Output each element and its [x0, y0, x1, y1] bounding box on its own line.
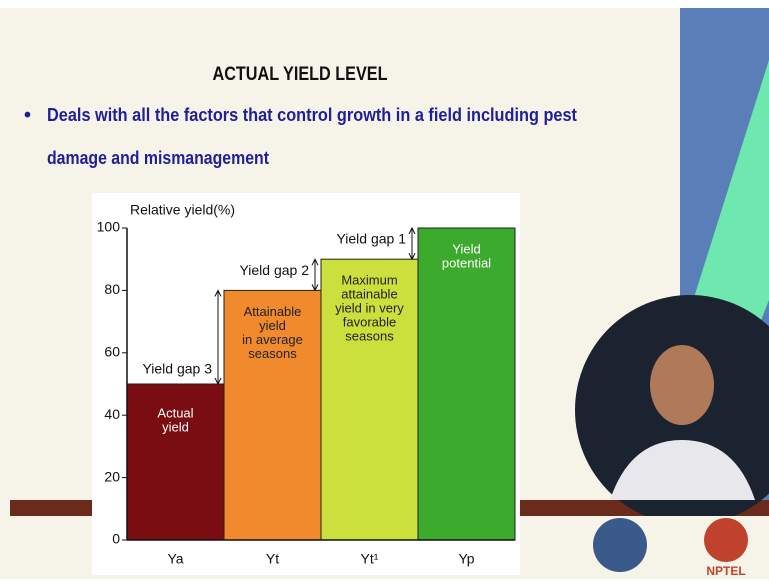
- x-tick-label: Yt¹: [361, 551, 379, 567]
- iit-logo: [593, 518, 647, 572]
- arrow-head: [311, 284, 319, 292]
- y-tick-label: 60: [104, 344, 120, 360]
- bar: [223, 289, 322, 541]
- bar-label: potential: [442, 255, 491, 270]
- bar: [126, 383, 225, 541]
- top-border: [0, 0, 769, 8]
- y-tick-label: 100: [97, 219, 121, 235]
- slide-title: ACTUAL YIELD LEVEL: [213, 64, 388, 85]
- gap-label: Yield gap 3: [142, 361, 212, 377]
- bullet: •: [24, 104, 31, 126]
- x-tick-label: Yt: [266, 551, 279, 567]
- bullet-text: Deals with all the factors that control …: [47, 105, 577, 125]
- bar-label: yield: [162, 419, 189, 434]
- arrow-head: [408, 252, 416, 261]
- bar-label: attainable: [341, 287, 397, 302]
- arrow-head: [214, 289, 222, 297]
- bar: [417, 227, 516, 541]
- bar-label: seasons: [345, 329, 394, 344]
- bar: [320, 258, 419, 541]
- arrow-head: [214, 377, 222, 386]
- y-tick-label: 40: [104, 406, 120, 422]
- bar-label: yield: [259, 318, 286, 333]
- gap-label: Yield gap 2: [239, 262, 309, 278]
- speaker-shirt: [610, 440, 755, 500]
- arrow-head: [408, 226, 416, 235]
- y-tick-label: 20: [104, 468, 120, 484]
- bullet-text: damage and mismanagement: [47, 148, 269, 168]
- bar-label: Actual: [157, 405, 193, 420]
- speaker-face: [650, 345, 714, 425]
- bar-label: Attainable: [244, 304, 302, 319]
- bar-label: favorable: [343, 315, 396, 330]
- gap-label: Yield gap 1: [336, 231, 406, 247]
- y-tick-label: 0: [112, 531, 120, 547]
- bar-label: seasons: [248, 346, 297, 361]
- bar-label: yield in very: [335, 301, 404, 316]
- logo-text: NPTEL: [706, 564, 745, 578]
- arrow-head: [311, 258, 319, 266]
- nptel-logo: [704, 518, 748, 562]
- y-axis-label: Relative yield(%): [130, 202, 235, 218]
- bar-label: Maximum: [341, 273, 397, 288]
- bar-label: Yield: [452, 241, 480, 256]
- x-tick-label: Ya: [167, 551, 183, 567]
- x-tick-label: Yp: [458, 551, 474, 567]
- y-tick-label: 80: [104, 281, 120, 297]
- bar-label: in average: [242, 332, 303, 347]
